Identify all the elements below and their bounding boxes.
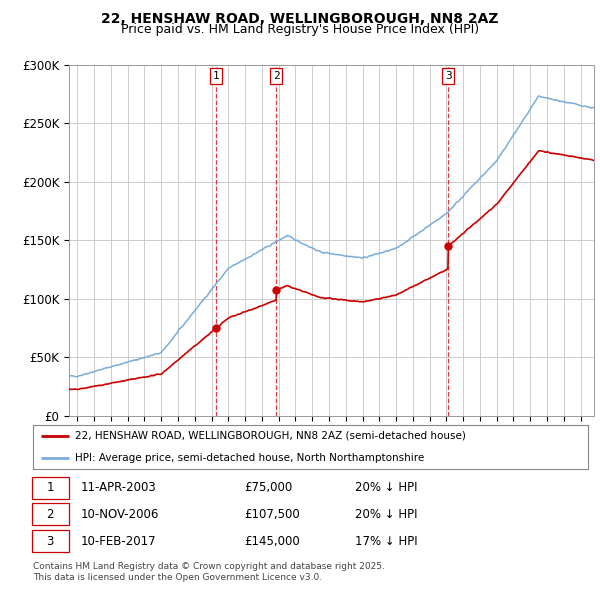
Text: 22, HENSHAW ROAD, WELLINGBOROUGH, NN8 2AZ: 22, HENSHAW ROAD, WELLINGBOROUGH, NN8 2A…: [101, 12, 499, 26]
Text: 3: 3: [445, 71, 452, 81]
Text: Price paid vs. HM Land Registry's House Price Index (HPI): Price paid vs. HM Land Registry's House …: [121, 23, 479, 36]
FancyBboxPatch shape: [32, 477, 68, 499]
Text: 1: 1: [213, 71, 220, 81]
Text: 22, HENSHAW ROAD, WELLINGBOROUGH, NN8 2AZ (semi-detached house): 22, HENSHAW ROAD, WELLINGBOROUGH, NN8 2A…: [74, 431, 466, 441]
FancyBboxPatch shape: [32, 530, 68, 552]
Text: 11-APR-2003: 11-APR-2003: [80, 481, 156, 494]
Text: HPI: Average price, semi-detached house, North Northamptonshire: HPI: Average price, semi-detached house,…: [74, 453, 424, 463]
Text: £75,000: £75,000: [244, 481, 292, 494]
Text: 3: 3: [47, 535, 54, 548]
Text: 2: 2: [46, 508, 54, 521]
Text: 20% ↓ HPI: 20% ↓ HPI: [355, 481, 418, 494]
Text: 20% ↓ HPI: 20% ↓ HPI: [355, 508, 418, 521]
Text: 10-NOV-2006: 10-NOV-2006: [80, 508, 158, 521]
Text: Contains HM Land Registry data © Crown copyright and database right 2025.
This d: Contains HM Land Registry data © Crown c…: [33, 562, 385, 582]
Text: £107,500: £107,500: [244, 508, 299, 521]
Text: 2: 2: [273, 71, 280, 81]
FancyBboxPatch shape: [32, 503, 68, 525]
Text: 10-FEB-2017: 10-FEB-2017: [80, 535, 156, 548]
Text: £145,000: £145,000: [244, 535, 299, 548]
Text: 1: 1: [46, 481, 54, 494]
Text: 17% ↓ HPI: 17% ↓ HPI: [355, 535, 418, 548]
